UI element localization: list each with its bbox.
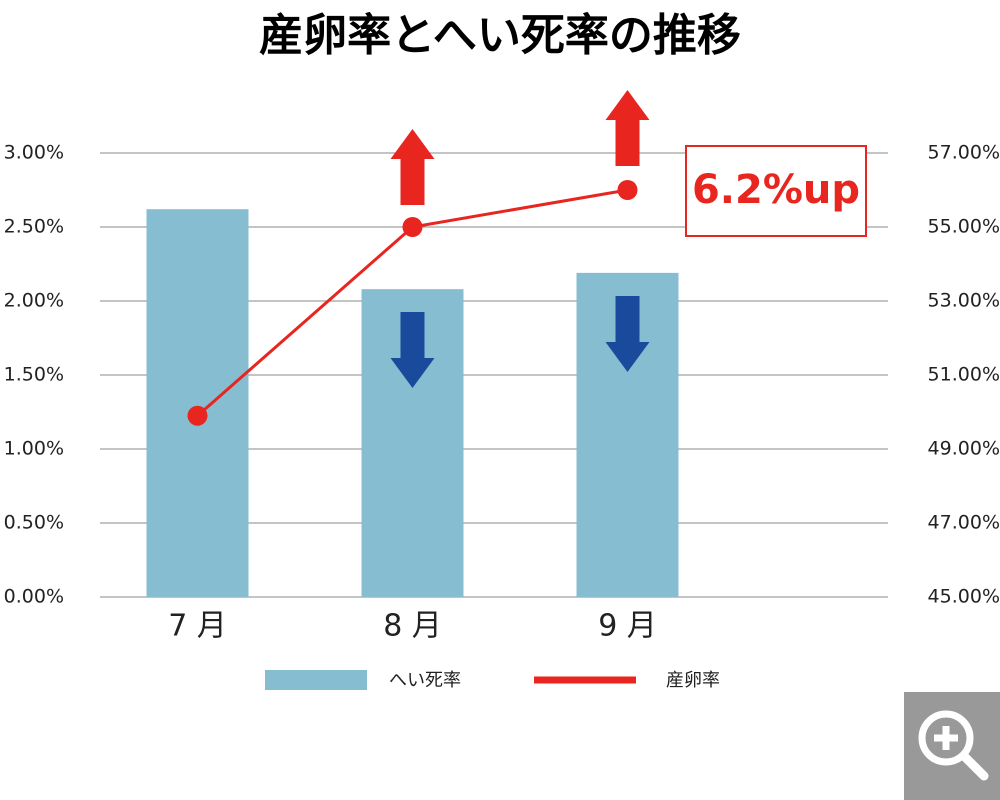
x-tick-label: 7 月 — [168, 609, 227, 644]
legend-swatch — [265, 670, 367, 690]
line-point — [402, 217, 423, 237]
y-tick-label: 0.00% — [4, 586, 64, 608]
bar — [146, 209, 249, 598]
x-tick-label: 9 月 — [598, 609, 657, 644]
y2-tick-label: 53.00% — [928, 290, 1000, 312]
y2-tick-label: 51.00% — [928, 364, 1000, 386]
down-arrow — [605, 296, 650, 372]
up-arrow — [605, 90, 650, 166]
y-tick-label: 0.50% — [4, 512, 64, 534]
y-tick-label: 2.00% — [4, 290, 64, 312]
x-tick-label: 8 月 — [383, 609, 442, 644]
y2-tick-label: 45.00% — [928, 586, 1000, 608]
plot-area: 0.00% 0.50% 1.00% 1.50% 2.00% 2.50% 3.00% 45.00… — [4, 90, 1000, 691]
line-point — [187, 405, 208, 426]
y2-tick-label: 55.00% — [928, 216, 1000, 238]
annotation-box — [685, 145, 867, 237]
y-tick-label: 1.00% — [4, 438, 64, 460]
down-arrow — [390, 312, 435, 388]
line-point — [617, 180, 638, 200]
legend-label: へい死率 — [389, 670, 461, 691]
annotation: 6.2%up — [692, 167, 860, 213]
y-tick-label: 1.50% — [4, 364, 64, 386]
y-tick-label: 2.50% — [4, 216, 64, 238]
up-arrow — [390, 129, 435, 205]
y2-tick-label: 57.00% — [928, 142, 1000, 164]
legend-label: 産卵率 — [666, 670, 720, 691]
y2-tick-label: 47.00% — [928, 512, 1000, 534]
zoom-button[interactable] — [904, 692, 1000, 800]
y-tick-label: 3.00% — [4, 142, 64, 164]
chart-title: 産卵率とへい死率の推移 — [259, 10, 741, 61]
y2-tick-label: 49.00% — [928, 438, 1000, 460]
